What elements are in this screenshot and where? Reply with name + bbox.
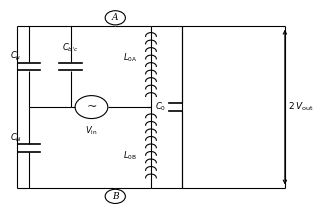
Text: $C_{N}$: $C_{N}$ bbox=[9, 131, 21, 144]
Text: $C_{b'c}$: $C_{b'c}$ bbox=[62, 42, 79, 54]
Text: $V_{\mathrm{in}}$: $V_{\mathrm{in}}$ bbox=[85, 125, 98, 137]
Text: ~: ~ bbox=[86, 100, 97, 113]
Text: $C_{\mu}$: $C_{\mu}$ bbox=[10, 50, 21, 63]
Text: $L_{0\mathrm{B}}$: $L_{0\mathrm{B}}$ bbox=[123, 150, 137, 162]
Text: $L_{0\mathrm{A}}$: $L_{0\mathrm{A}}$ bbox=[123, 52, 137, 64]
Text: B: B bbox=[112, 192, 118, 201]
Text: $2\,V_{\mathrm{out}}$: $2\,V_{\mathrm{out}}$ bbox=[288, 101, 313, 113]
Text: A: A bbox=[112, 13, 118, 22]
Text: $C_{0}$: $C_{0}$ bbox=[155, 100, 166, 113]
